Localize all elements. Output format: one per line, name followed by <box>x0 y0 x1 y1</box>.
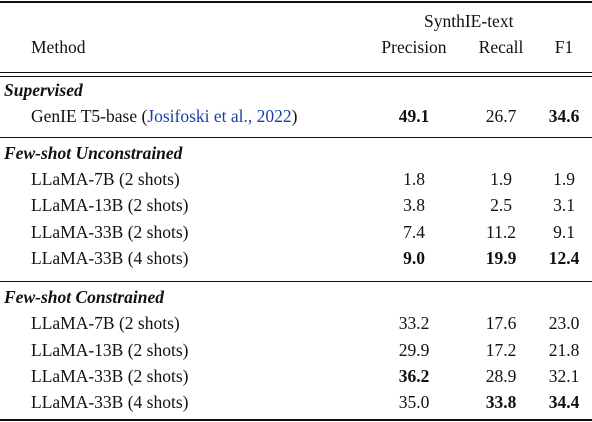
precision-value: 33.2 <box>398 313 430 333</box>
precision-column-header: Precision <box>381 37 447 57</box>
citation-open: ( <box>141 106 148 126</box>
f1-column-header: F1 <box>554 37 574 57</box>
recall-value: 19.9 <box>485 248 517 268</box>
section-rule-1 <box>0 76 592 77</box>
f1-value: 23.0 <box>548 313 580 333</box>
recall-value: 17.2 <box>485 340 517 360</box>
precision-value: 49.1 <box>398 106 430 126</box>
citation-link[interactable]: Josifoski et al., 2022 <box>147 106 292 126</box>
precision-value: 9.0 <box>403 248 425 268</box>
precision-value: 36.2 <box>398 366 430 386</box>
top-rule <box>0 1 592 3</box>
f1-value: 3.1 <box>553 195 575 215</box>
method-name: LLaMA-7B (2 shots) <box>31 313 180 333</box>
recall-value: 17.6 <box>485 313 517 333</box>
method-name: LLaMA-33B (4 shots) <box>31 248 189 268</box>
section-title-unconstrained: Few-shot Unconstrained <box>4 143 183 163</box>
f1-value: 21.8 <box>548 340 580 360</box>
precision-value: 3.8 <box>403 195 425 215</box>
section-title-constrained: Few-shot Constrained <box>4 287 164 307</box>
recall-value: 2.5 <box>490 195 512 215</box>
header-rule <box>0 72 592 73</box>
precision-value: 1.8 <box>403 169 425 189</box>
precision-value: 29.9 <box>398 340 430 360</box>
table-row-method: GenIE T5-base (Josifoski et al., 2022) <box>31 105 298 127</box>
f1-value: 9.1 <box>553 222 575 242</box>
f1-value: 1.9 <box>553 169 575 189</box>
method-name: LLaMA-7B (2 shots) <box>31 169 180 189</box>
f1-value: 32.1 <box>548 366 580 386</box>
f1-value: 12.4 <box>548 248 580 268</box>
f1-value: 34.4 <box>548 392 580 412</box>
method-column-header: Method <box>31 37 86 57</box>
method-name: LLaMA-33B (2 shots) <box>31 366 189 386</box>
precision-value: 35.0 <box>398 392 430 412</box>
recall-column-header: Recall <box>478 37 524 57</box>
section-rule-2 <box>0 137 592 138</box>
precision-value: 7.4 <box>403 222 425 242</box>
recall-value: 26.7 <box>485 106 517 126</box>
bottom-rule <box>0 419 592 421</box>
method-name: LLaMA-33B (2 shots) <box>31 222 189 242</box>
citation-close: ) <box>291 106 298 126</box>
recall-value: 1.9 <box>490 169 512 189</box>
method-name: GenIE T5-base <box>31 106 138 126</box>
f1-value: 34.6 <box>548 106 580 126</box>
recall-value: 33.8 <box>485 392 517 412</box>
method-name: LLaMA-33B (4 shots) <box>31 392 189 412</box>
column-group-header: SynthIE-text <box>424 11 514 31</box>
section-title-supervised: Supervised <box>4 80 83 100</box>
recall-value: 11.2 <box>486 222 516 242</box>
section-rule-3 <box>0 281 592 282</box>
recall-value: 28.9 <box>485 366 517 386</box>
method-name: LLaMA-13B (2 shots) <box>31 195 189 215</box>
method-name: LLaMA-13B (2 shots) <box>31 340 189 360</box>
